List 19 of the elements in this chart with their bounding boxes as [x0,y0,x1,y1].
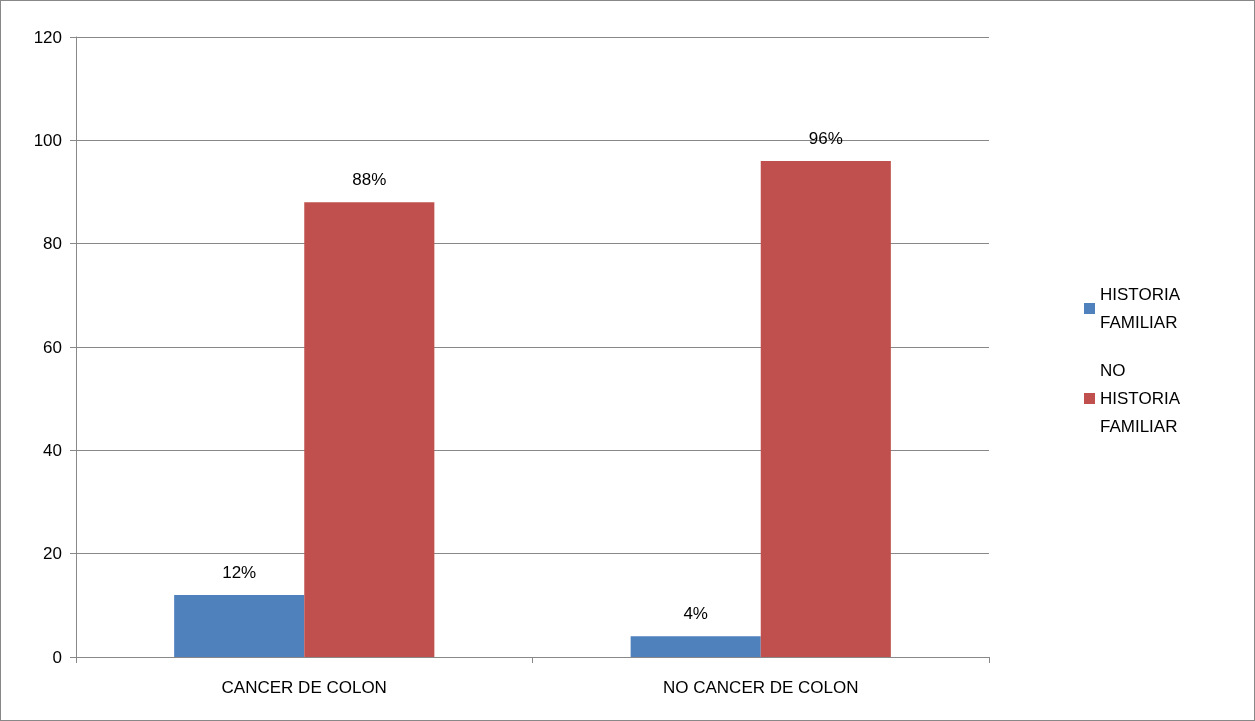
data-label: 96% [808,129,843,148]
y-tick-label: 100 [33,130,62,150]
y-tick-label: 60 [43,337,62,357]
x-tick-label: CANCER DE COLON [221,678,387,697]
legend-label: NO HISTORIA FAMILIAR [1100,361,1184,436]
y-tick-label: 120 [33,27,62,47]
data-label: 4% [683,604,708,624]
data-label: 12% [222,563,257,582]
bar [630,636,761,657]
x-tick-label: NO CANCER DE COLON [662,678,859,697]
bar [174,595,305,657]
legend-label: HISTORIA FAMILIAR [1100,285,1184,332]
y-tick-label: 20 [43,544,62,564]
data-label: 88% [352,170,387,190]
bar [760,161,891,657]
y-tick-label: 0 [52,647,62,667]
bar [304,202,435,657]
y-tick-label: 80 [43,234,62,254]
y-tick-label: 40 [43,440,62,460]
